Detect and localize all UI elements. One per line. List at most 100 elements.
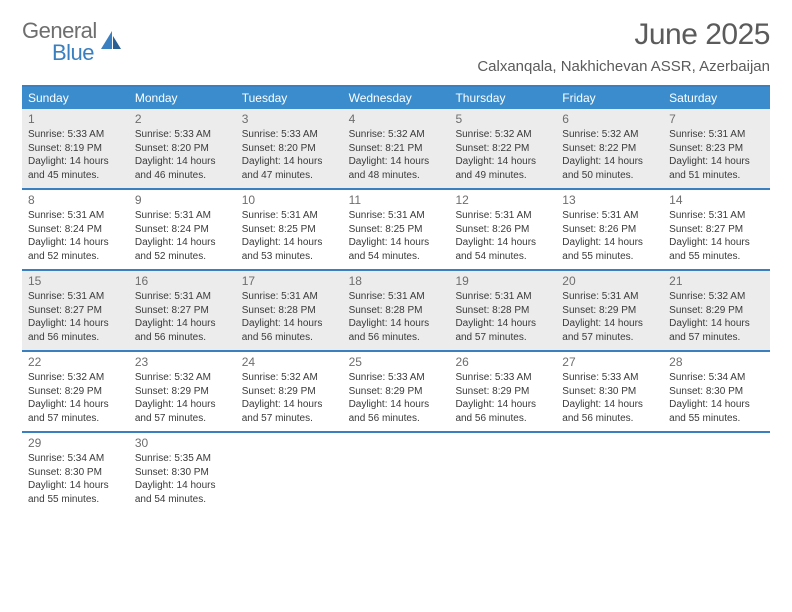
day-number: 10	[242, 193, 337, 207]
sunrise-line: Sunrise: 5:31 AM	[455, 290, 550, 304]
calendar-week: 22Sunrise: 5:32 AMSunset: 8:29 PMDayligh…	[22, 350, 770, 431]
day-number: 8	[28, 193, 123, 207]
calendar-cell: 17Sunrise: 5:31 AMSunset: 8:28 PMDayligh…	[236, 271, 343, 350]
daylight-line: Daylight: 14 hours	[135, 155, 230, 169]
sunset-line: Sunset: 8:21 PM	[349, 142, 444, 156]
sunrise-line: Sunrise: 5:31 AM	[135, 209, 230, 223]
daylight-line: and 56 minutes.	[242, 331, 337, 345]
sunrise-line: Sunrise: 5:32 AM	[669, 290, 764, 304]
day-number: 27	[562, 355, 657, 369]
daylight-line: and 45 minutes.	[28, 169, 123, 183]
day-header: Tuesday	[236, 87, 343, 109]
sunrise-line: Sunrise: 5:32 AM	[242, 371, 337, 385]
location-line: Calxanqala, Nakhichevan ASSR, Azerbaijan	[477, 58, 770, 75]
daylight-line: and 57 minutes.	[562, 331, 657, 345]
daylight-line: Daylight: 14 hours	[455, 155, 550, 169]
sunset-line: Sunset: 8:24 PM	[28, 223, 123, 237]
daylight-line: Daylight: 14 hours	[349, 155, 444, 169]
sunset-line: Sunset: 8:30 PM	[28, 466, 123, 480]
daylight-line: and 56 minutes.	[562, 412, 657, 426]
day-number: 24	[242, 355, 337, 369]
sunrise-line: Sunrise: 5:33 AM	[135, 128, 230, 142]
sunrise-line: Sunrise: 5:31 AM	[455, 209, 550, 223]
calendar-cell	[556, 433, 663, 512]
sunset-line: Sunset: 8:29 PM	[28, 385, 123, 399]
calendar-week: 29Sunrise: 5:34 AMSunset: 8:30 PMDayligh…	[22, 431, 770, 512]
daylight-line: Daylight: 14 hours	[669, 398, 764, 412]
day-number: 3	[242, 112, 337, 126]
month-title: June 2025	[477, 18, 770, 52]
day-number: 13	[562, 193, 657, 207]
daylight-line: Daylight: 14 hours	[135, 317, 230, 331]
sunset-line: Sunset: 8:19 PM	[28, 142, 123, 156]
calendar-week: 8Sunrise: 5:31 AMSunset: 8:24 PMDaylight…	[22, 188, 770, 269]
sunset-line: Sunset: 8:28 PM	[242, 304, 337, 318]
day-number: 15	[28, 274, 123, 288]
calendar-cell	[663, 433, 770, 512]
daylight-line: Daylight: 14 hours	[135, 236, 230, 250]
sunset-line: Sunset: 8:30 PM	[669, 385, 764, 399]
page: General Blue June 2025 Calxanqala, Nakhi…	[0, 0, 792, 512]
sunrise-line: Sunrise: 5:35 AM	[135, 452, 230, 466]
calendar-cell: 30 Sunrise: 5:35 AMSunset: 8:30 PMDayligh…	[129, 433, 236, 512]
calendar-cell: 15Sunrise: 5:31 AMSunset: 8:27 PMDayligh…	[22, 271, 129, 350]
sunset-line: Sunset: 8:23 PM	[669, 142, 764, 156]
day-number: 22	[28, 355, 123, 369]
day-number: 7	[669, 112, 764, 126]
sunset-line: Sunset: 8:29 PM	[135, 385, 230, 399]
daylight-line: Daylight: 14 hours	[455, 398, 550, 412]
calendar-cell: 13Sunrise: 5:31 AMSunset: 8:26 PMDayligh…	[556, 190, 663, 269]
sunset-line: Sunset: 8:25 PM	[242, 223, 337, 237]
daylight-line: and 54 minutes.	[135, 493, 230, 507]
sunrise-line: Sunrise: 5:34 AM	[28, 452, 123, 466]
daylight-line: Daylight: 14 hours	[242, 236, 337, 250]
calendar-week: 15Sunrise: 5:31 AMSunset: 8:27 PMDayligh…	[22, 269, 770, 350]
sunrise-line: Sunrise: 5:31 AM	[242, 290, 337, 304]
daylight-line: Daylight: 14 hours	[28, 479, 123, 493]
calendar-cell: 11Sunrise: 5:31 AMSunset: 8:25 PMDayligh…	[343, 190, 450, 269]
daylight-line: and 47 minutes.	[242, 169, 337, 183]
sail-icon	[101, 31, 123, 56]
sunrise-line: Sunrise: 5:31 AM	[242, 209, 337, 223]
daylight-line: Daylight: 14 hours	[135, 479, 230, 493]
calendar-cell: 9Sunrise: 5:31 AMSunset: 8:24 PMDaylight…	[129, 190, 236, 269]
calendar-cell: 12Sunrise: 5:31 AMSunset: 8:26 PMDayligh…	[449, 190, 556, 269]
calendar-cell: 14Sunrise: 5:31 AMSunset: 8:27 PMDayligh…	[663, 190, 770, 269]
sunset-line: Sunset: 8:28 PM	[349, 304, 444, 318]
title-block: June 2025 Calxanqala, Nakhichevan ASSR, …	[477, 18, 770, 75]
sunrise-line: Sunrise: 5:31 AM	[28, 209, 123, 223]
daylight-line: and 48 minutes.	[349, 169, 444, 183]
calendar-cell: 28Sunrise: 5:34 AMSunset: 8:30 PMDayligh…	[663, 352, 770, 431]
daylight-line: Daylight: 14 hours	[562, 155, 657, 169]
day-number: 30	[135, 436, 230, 450]
sunrise-line: Sunrise: 5:32 AM	[28, 371, 123, 385]
sunrise-line: Sunrise: 5:32 AM	[455, 128, 550, 142]
daylight-line: and 46 minutes.	[135, 169, 230, 183]
daylight-line: Daylight: 14 hours	[562, 317, 657, 331]
brand-word-blue: Blue	[52, 40, 97, 66]
daylight-line: Daylight: 14 hours	[242, 155, 337, 169]
calendar: SundayMondayTuesdayWednesdayThursdayFrid…	[22, 85, 770, 512]
sunset-line: Sunset: 8:30 PM	[135, 466, 230, 480]
sunrise-line: Sunrise: 5:33 AM	[455, 371, 550, 385]
daylight-line: Daylight: 14 hours	[28, 317, 123, 331]
daylight-line: Daylight: 14 hours	[242, 398, 337, 412]
sunrise-line: Sunrise: 5:31 AM	[562, 209, 657, 223]
daylight-line: and 55 minutes.	[28, 493, 123, 507]
daylight-line: and 57 minutes.	[669, 331, 764, 345]
day-header: Wednesday	[343, 87, 450, 109]
day-number: 11	[349, 193, 444, 207]
calendar-cell: 22Sunrise: 5:32 AMSunset: 8:29 PMDayligh…	[22, 352, 129, 431]
sunrise-line: Sunrise: 5:33 AM	[349, 371, 444, 385]
daylight-line: Daylight: 14 hours	[455, 317, 550, 331]
sunrise-line: Sunrise: 5:31 AM	[562, 290, 657, 304]
daylight-line: and 56 minutes.	[28, 331, 123, 345]
sunrise-line: Sunrise: 5:33 AM	[242, 128, 337, 142]
calendar-cell: 21Sunrise: 5:32 AMSunset: 8:29 PMDayligh…	[663, 271, 770, 350]
daylight-line: and 56 minutes.	[349, 331, 444, 345]
calendar-weeks: 1Sunrise: 5:33 AMSunset: 8:19 PMDaylight…	[22, 109, 770, 512]
day-number: 25	[349, 355, 444, 369]
sunset-line: Sunset: 8:29 PM	[455, 385, 550, 399]
calendar-cell: 26Sunrise: 5:33 AMSunset: 8:29 PMDayligh…	[449, 352, 556, 431]
daylight-line: Daylight: 14 hours	[242, 317, 337, 331]
